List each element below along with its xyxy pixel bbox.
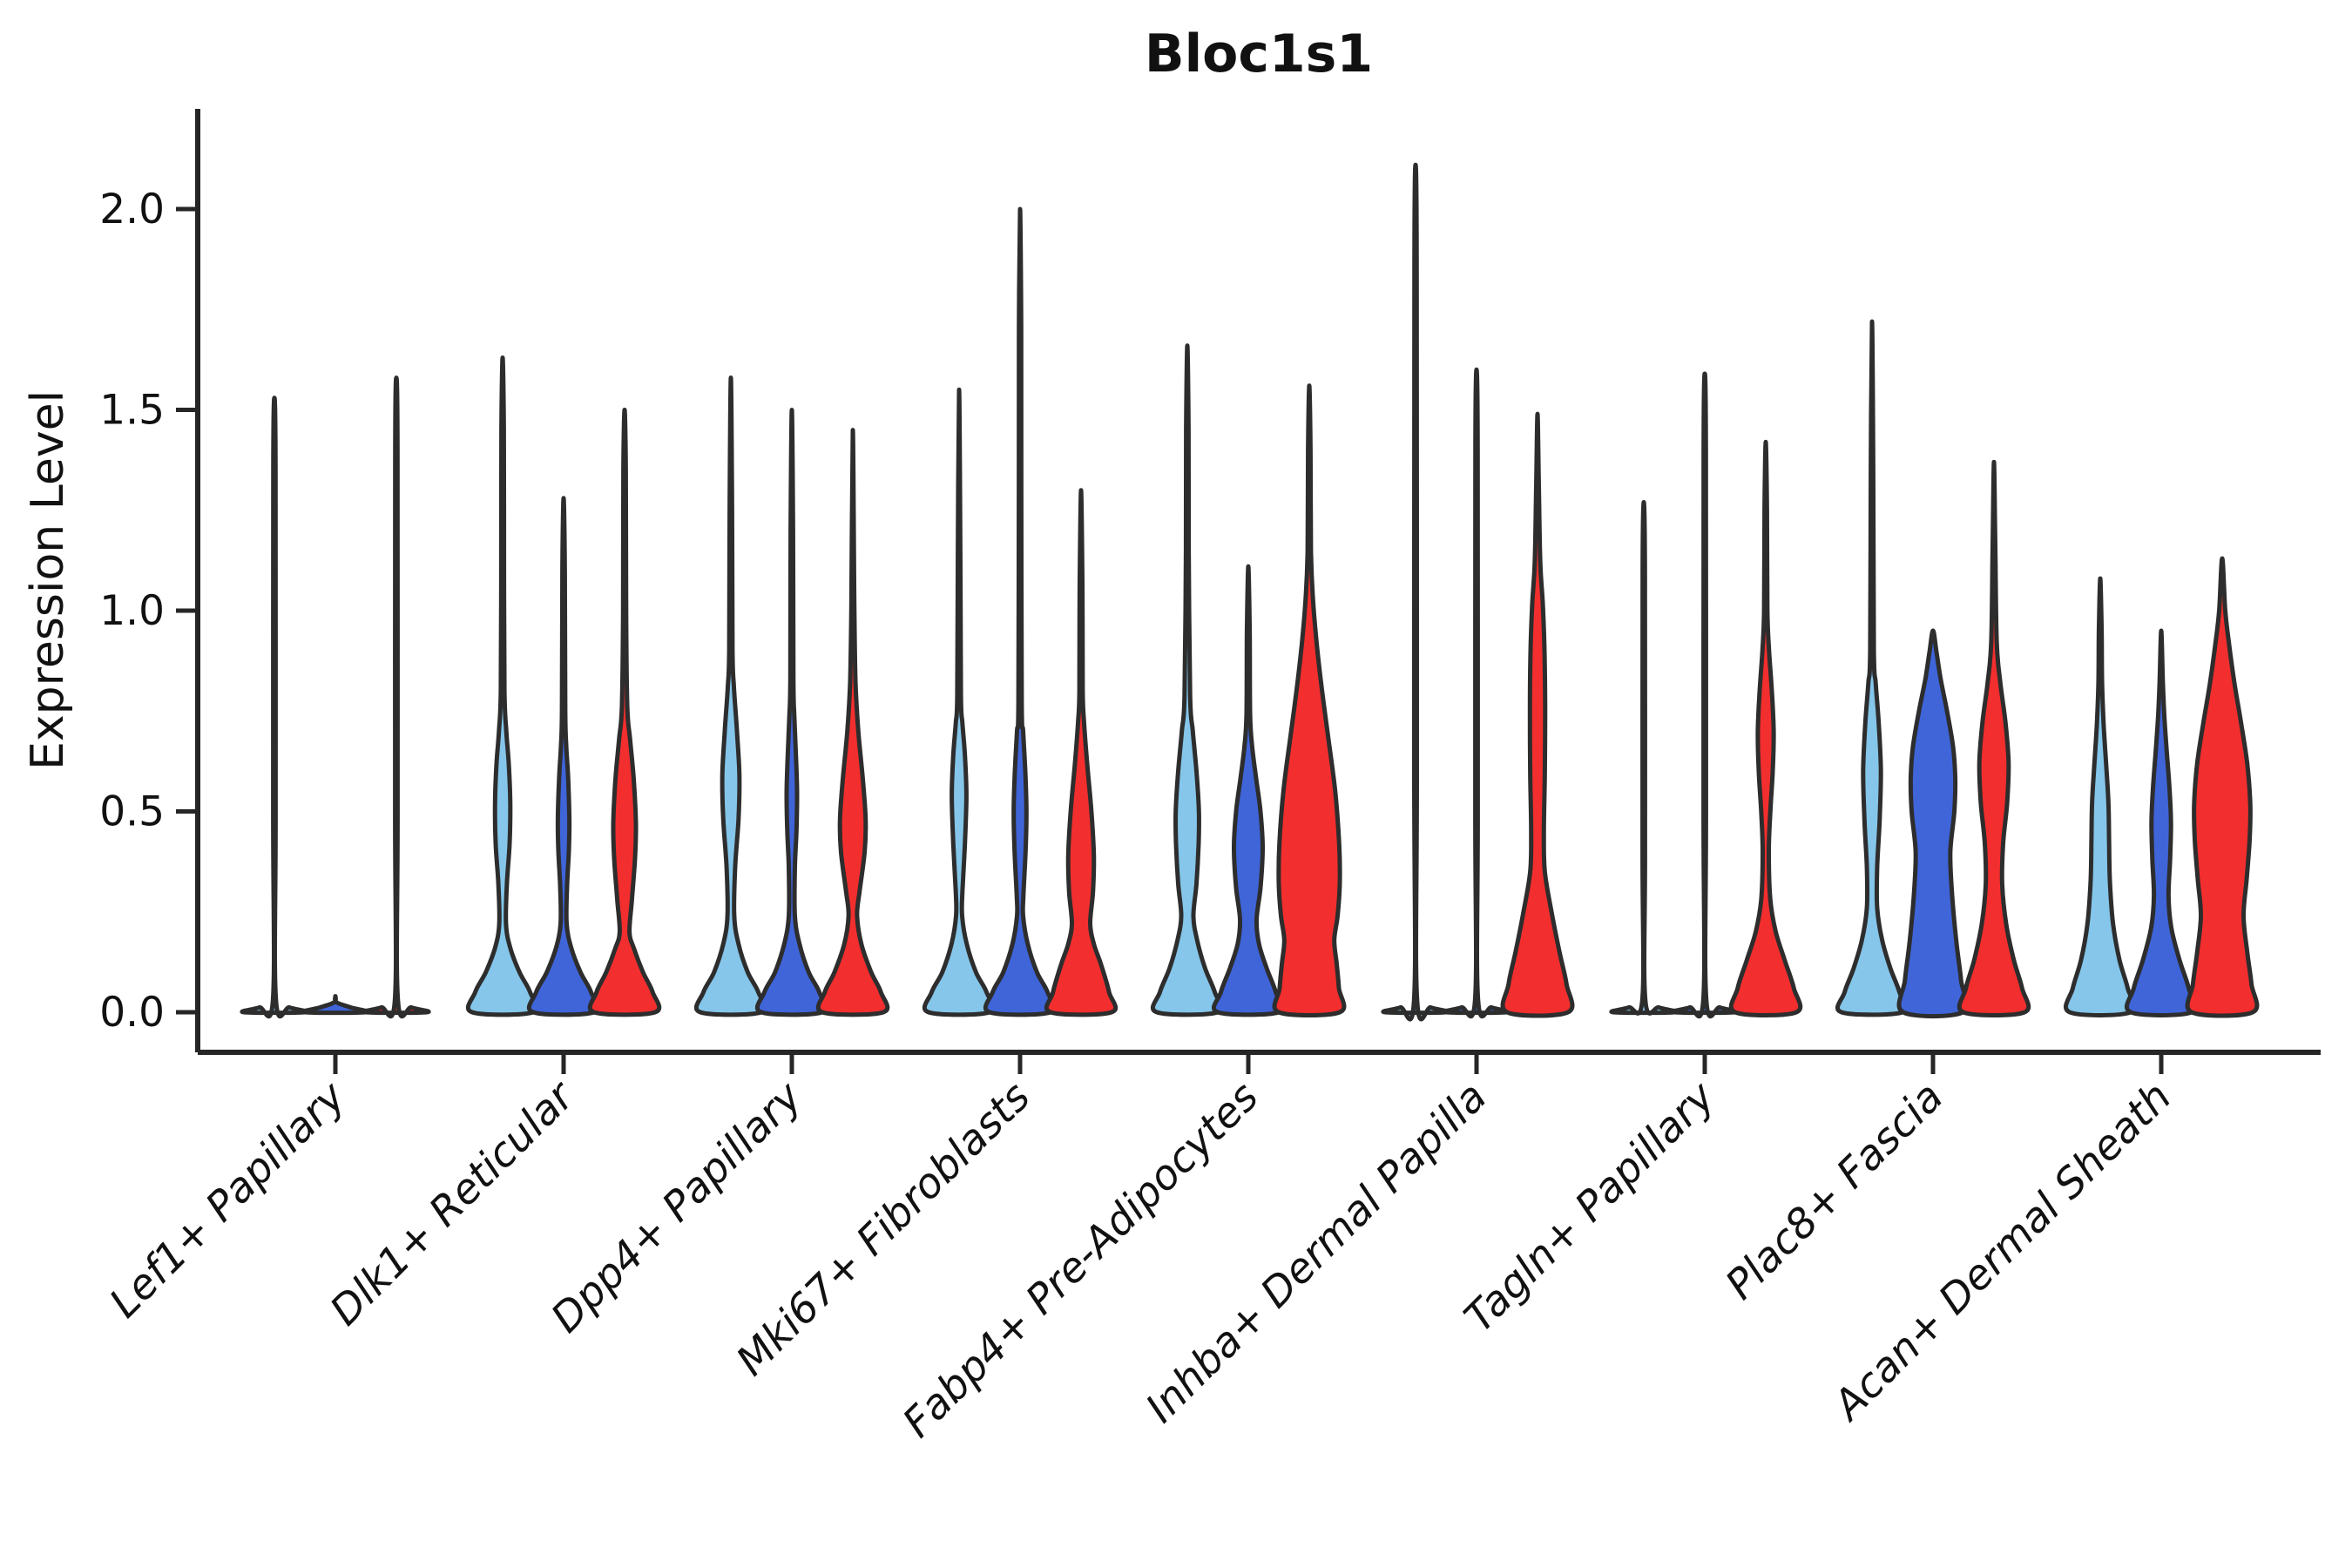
violins-group bbox=[240, 162, 2260, 1022]
violin-group bbox=[922, 206, 1119, 1017]
violin-red bbox=[362, 375, 431, 1019]
violin-blue bbox=[526, 496, 601, 1017]
x-tick-label: Plac8+ Fascia bbox=[1716, 1073, 1952, 1309]
y-tick-label: 2.0 bbox=[99, 186, 165, 233]
y-tick-label: 1.0 bbox=[99, 587, 165, 635]
violin-red bbox=[587, 408, 662, 1017]
violin-blue bbox=[1896, 628, 1970, 1019]
violin-red bbox=[1044, 488, 1119, 1017]
violin-red bbox=[1728, 439, 1803, 1017]
violin-light_blue bbox=[1151, 343, 1224, 1017]
x-tick-label: Lef1+ Papillary bbox=[100, 1072, 355, 1328]
violin-red bbox=[2185, 556, 2260, 1018]
chart-title: Bloc1s1 bbox=[1145, 24, 1373, 84]
violin-blue bbox=[1670, 371, 1740, 1019]
y-tick-label: 0.5 bbox=[99, 788, 165, 836]
x-tick-label: Tagln+ Papillary bbox=[1456, 1072, 1726, 1342]
x-tick-label: Dlk1+ Reticular bbox=[321, 1071, 585, 1335]
violin-red bbox=[815, 428, 890, 1017]
violin-light_blue bbox=[1835, 319, 1909, 1017]
violin-light_blue bbox=[693, 375, 768, 1017]
violin-group bbox=[1151, 343, 1347, 1017]
y-tick-label: 0.0 bbox=[99, 989, 165, 1037]
violin-blue bbox=[754, 408, 829, 1017]
violin-light_blue bbox=[922, 387, 997, 1017]
violin-light_blue bbox=[1381, 162, 1450, 1022]
violin-red bbox=[1957, 459, 2031, 1017]
violin-light_blue bbox=[240, 395, 309, 1019]
violin-light_blue bbox=[2064, 576, 2137, 1017]
violin-blue bbox=[983, 206, 1058, 1017]
violin-group bbox=[465, 355, 662, 1017]
violin-blue bbox=[301, 994, 370, 1016]
violin-red bbox=[1272, 383, 1347, 1017]
violin-red bbox=[1500, 411, 1575, 1018]
violin-group bbox=[1609, 371, 1803, 1019]
y-axis-label: Expression Level bbox=[22, 390, 74, 770]
y-tick-group: 0.0 0.5 1.0 1.5 2.0 bbox=[99, 186, 198, 1037]
axes bbox=[195, 109, 2321, 1055]
x-tick-label: Dpp4+ Papillary bbox=[542, 1072, 812, 1342]
violin-group bbox=[1835, 319, 2031, 1019]
violin-group bbox=[2064, 556, 2260, 1018]
violin-group bbox=[1381, 162, 1575, 1022]
violin-group bbox=[693, 375, 890, 1017]
violin-light_blue bbox=[1609, 500, 1679, 1016]
y-tick-label: 1.5 bbox=[99, 387, 165, 435]
violin-blue bbox=[1442, 367, 1511, 1019]
violin-blue bbox=[1212, 564, 1285, 1017]
violin-blue bbox=[2125, 628, 2198, 1017]
violin-group bbox=[240, 375, 431, 1019]
violin-light_blue bbox=[465, 355, 540, 1017]
